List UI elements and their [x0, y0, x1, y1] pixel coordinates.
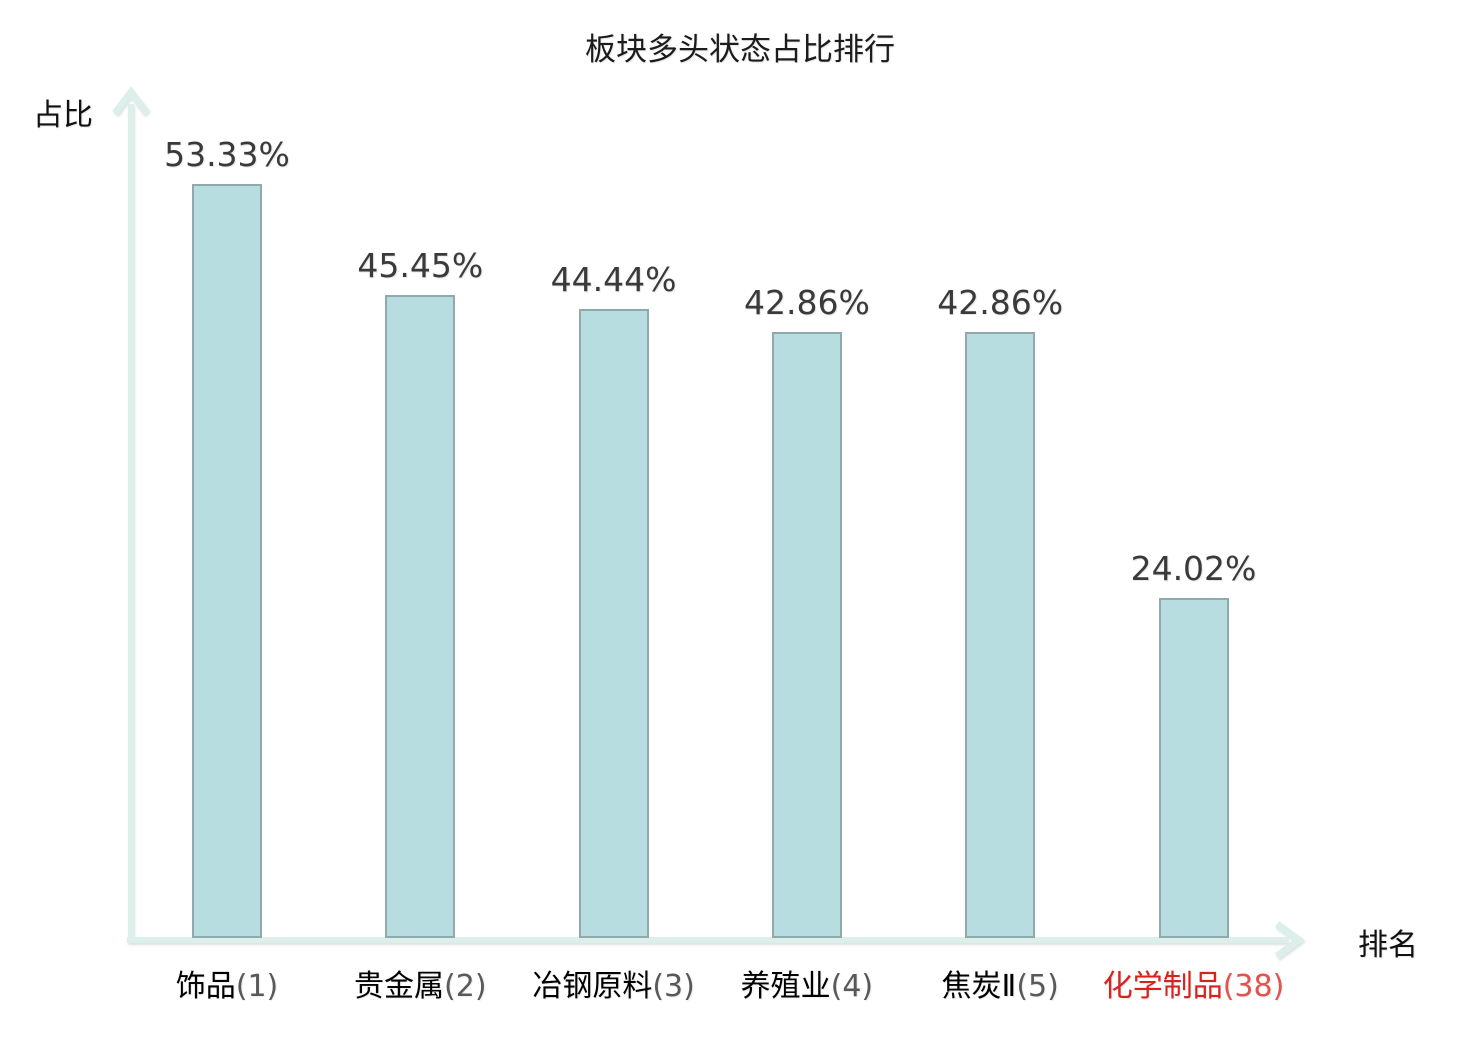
category-rank: (1) — [235, 969, 279, 1004]
category-name: 化学制品 — [1102, 969, 1223, 1004]
category-name: 饰品 — [175, 969, 236, 1004]
y-axis-label: 占比 — [33, 98, 93, 133]
category-name: 焦炭Ⅱ — [941, 969, 1017, 1004]
category-rank: (2) — [444, 969, 487, 1004]
x-axis-label: 排名 — [1358, 928, 1418, 963]
y-axis-arrow-icon — [112, 86, 150, 116]
category-label: 焦炭Ⅱ(5) — [860, 961, 1140, 1005]
category-name: 贵金属 — [354, 969, 445, 1004]
bar — [1158, 598, 1229, 938]
bar-value-label: 53.33% — [164, 134, 290, 174]
bar-value-label: 42.86% — [743, 282, 870, 322]
category-name: 养殖业 — [740, 969, 831, 1004]
category-label: 养殖业(4) — [667, 961, 947, 1005]
chart-title: 板块多头状态占比排行 — [585, 32, 895, 68]
category-label: 化学制品(38) — [1054, 961, 1334, 1005]
category-rank: (5) — [1016, 969, 1059, 1004]
bar — [385, 295, 456, 938]
category-rank: (4) — [830, 969, 874, 1004]
x-axis-arrow-icon — [1274, 921, 1305, 959]
bar-value-label: 42.86% — [937, 282, 1064, 322]
category-label: 贵金属(2) — [280, 961, 560, 1005]
bar — [192, 183, 262, 938]
bar — [771, 331, 842, 938]
category-label: 饰品(1) — [87, 961, 367, 1005]
bar-value-label: 45.45% — [357, 246, 484, 286]
category-rank: (3) — [652, 969, 695, 1004]
bar-value-label: 44.44% — [550, 260, 677, 300]
category-rank: (38) — [1222, 969, 1285, 1004]
category-name: 冶钢原料 — [532, 969, 653, 1004]
category-label: 冶钢原料(3) — [474, 961, 754, 1005]
bar — [965, 331, 1036, 938]
bar-value-label: 24.02% — [1130, 549, 1257, 589]
bar — [578, 309, 649, 938]
